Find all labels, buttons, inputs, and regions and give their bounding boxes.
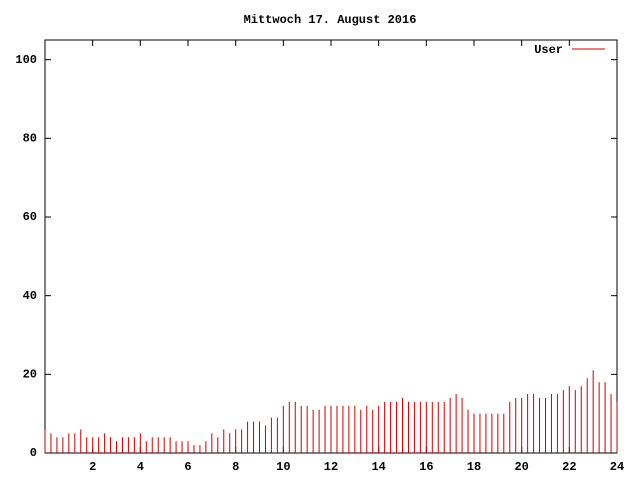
- x-tick-label: 8: [232, 460, 239, 474]
- x-tick-label: 14: [371, 460, 385, 474]
- x-tick-label: 10: [276, 460, 290, 474]
- y-tick-label: 100: [15, 53, 37, 67]
- x-tick-label: 4: [137, 460, 144, 474]
- x-tick-label: 16: [419, 460, 433, 474]
- y-tick-label: 80: [23, 132, 37, 146]
- x-tick-label: 20: [514, 460, 528, 474]
- x-tick-label: 2: [89, 460, 96, 474]
- x-tick-label: 22: [562, 460, 576, 474]
- plot-frame: [44, 39, 618, 454]
- y-tick-label: 0: [30, 446, 37, 460]
- x-tick-label: 18: [467, 460, 481, 474]
- x-tick-label: 6: [184, 460, 191, 474]
- chart-title: Mittwoch 17. August 2016: [244, 13, 417, 27]
- x-tick-label: 12: [324, 460, 338, 474]
- y-tick-label: 20: [23, 368, 37, 382]
- legend-label: User: [534, 43, 563, 57]
- x-tick-label: 24: [610, 460, 624, 474]
- y-tick-label: 40: [23, 289, 37, 303]
- y-tick-label: 60: [23, 210, 37, 224]
